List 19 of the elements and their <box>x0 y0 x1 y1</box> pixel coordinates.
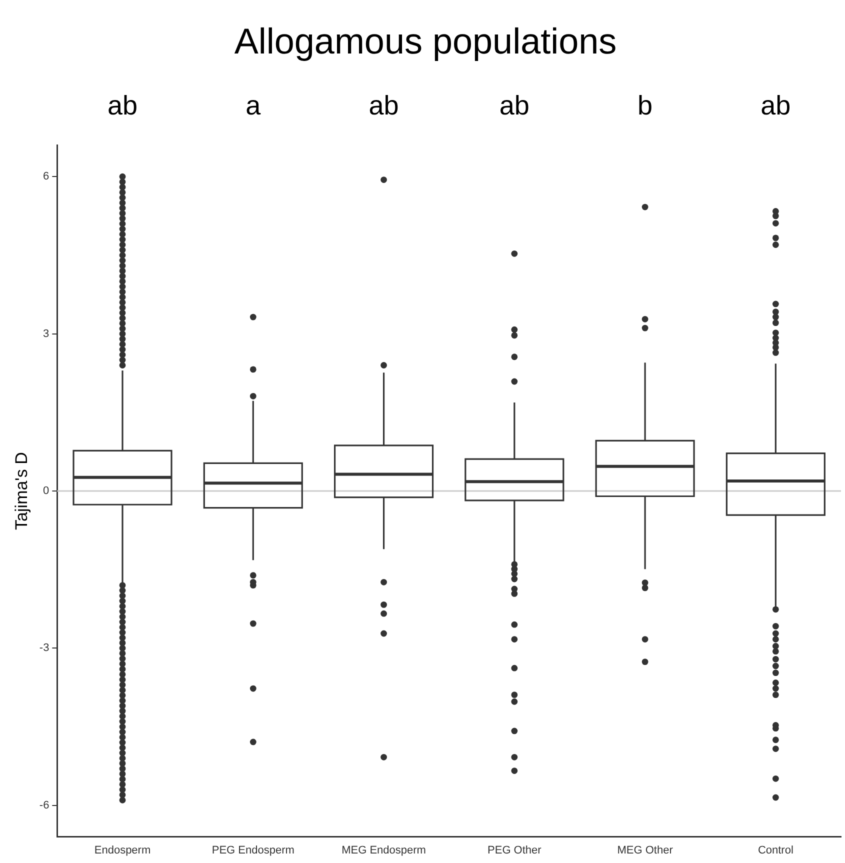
x-tick-label: Control <box>758 844 794 856</box>
x-tick-label: PEG Endosperm <box>212 844 294 856</box>
y-tick-label: 0 <box>43 485 50 498</box>
text: b <box>638 90 653 121</box>
text: ab <box>760 90 791 121</box>
y-tick-label: 6 <box>43 170 50 183</box>
y-tick-label: -3 <box>39 642 50 654</box>
text: ab <box>499 90 530 121</box>
text: ab <box>107 90 138 121</box>
x-tick-label: MEG Endosperm <box>342 844 426 856</box>
chart-title: Allogamous populations <box>234 20 617 62</box>
x-tick-label: PEG Other <box>488 844 542 856</box>
y-tick-label: 3 <box>43 328 50 340</box>
x-tick-label: MEG Other <box>617 844 674 856</box>
text: ab <box>368 90 399 121</box>
x-tick-label: Endosperm <box>94 844 151 856</box>
y-tick-label: -6 <box>39 799 50 812</box>
y-axis-title: Tajima's D <box>12 452 31 530</box>
text: a <box>246 90 262 121</box>
